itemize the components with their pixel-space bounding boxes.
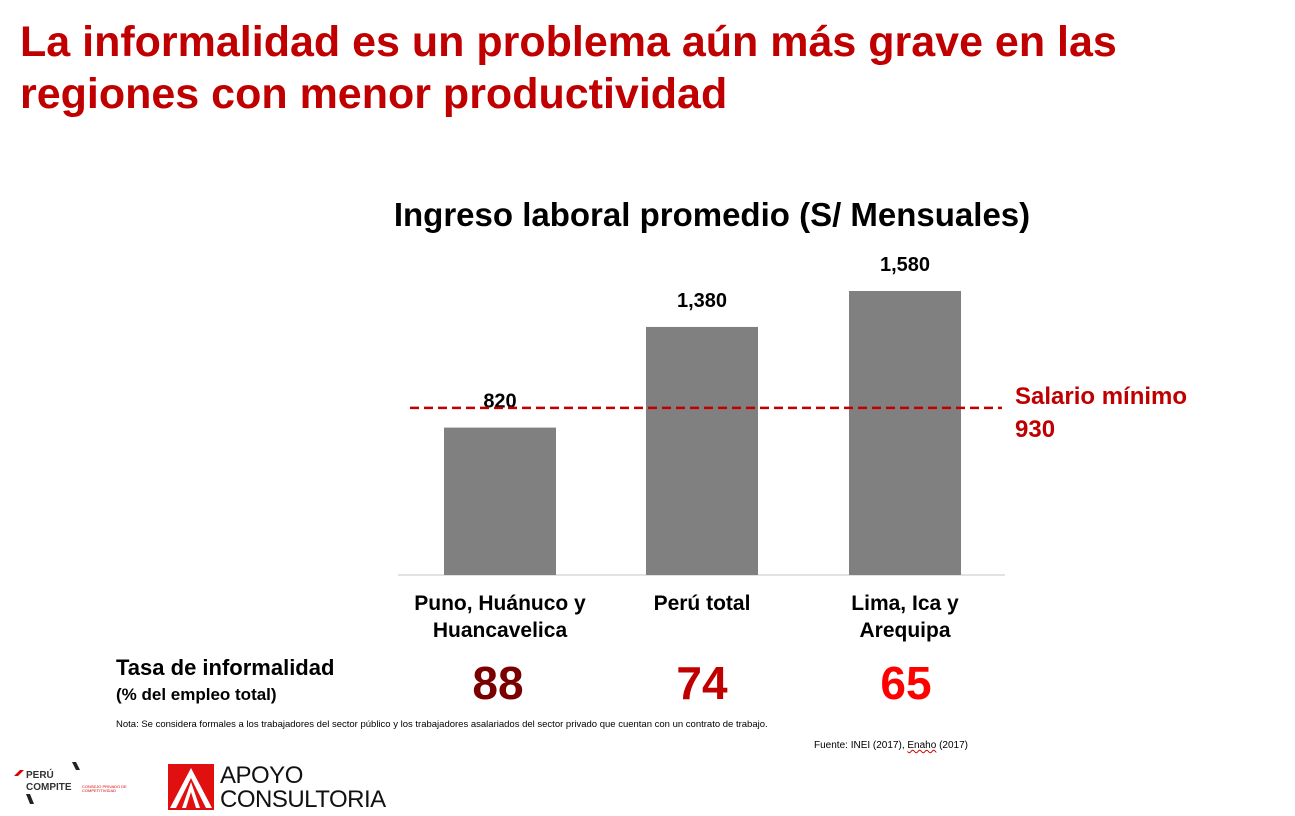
svg-text:COMPITE: COMPITE <box>26 782 72 793</box>
informality-rate: 65 <box>880 657 932 709</box>
chart-title: Ingreso laboral promedio (S/ Mensuales) <box>393 196 1031 233</box>
svg-text:PERÚ: PERÚ <box>26 768 54 781</box>
informality-rate: 88 <box>472 657 524 709</box>
min-wage-text: Salario mínimo <box>1015 383 1188 410</box>
informality-subtitle: (% del empleo total) <box>116 685 277 704</box>
category-label: Lima, Ica y Arequipa <box>851 592 959 642</box>
informality-label: Tasa de informalidad (% del empleo total… <box>116 655 334 705</box>
peru-compite-logo: PERÚ COMPITE CONSEJO PRIVADO DE COMPETIT… <box>10 762 140 810</box>
apoyo-consultoria-logo: APOYO CONSULTORIA <box>168 764 386 815</box>
informality-rate: 74 <box>676 657 728 709</box>
slide-title: La informalidad es un problema aún más g… <box>20 18 1117 118</box>
footnote: Nota: Se considera formales a los trabaj… <box>116 719 768 730</box>
bar <box>646 326 758 575</box>
source: Fuente: INEI (2017), Enaho (2017) <box>814 740 968 751</box>
svg-text:CONSEJO PRIVADO DE: CONSEJO PRIVADO DE <box>82 784 127 789</box>
min-wage-value: 930 <box>1015 416 1056 443</box>
svg-text:COMPETITIVIDAD: COMPETITIVIDAD <box>82 788 116 793</box>
source-prefix: Fuente: INEI (2017), <box>814 740 908 751</box>
source-enaho: Enaho <box>907 740 937 751</box>
category-label: Perú total <box>653 592 751 615</box>
data-label: 1,380 <box>677 290 727 312</box>
min-wage-label: Salario mínimo 930 <box>1015 380 1187 446</box>
informality-title: Tasa de informalidad <box>116 655 335 680</box>
data-label: 820 <box>483 391 516 413</box>
source-suffix: (2017) <box>936 740 968 751</box>
data-label: 1,580 <box>880 254 930 276</box>
bar <box>849 291 961 575</box>
category-label: Puno, Huánuco y Huancavelica <box>414 592 586 642</box>
apoyo-text: APOYO CONSULTORIA <box>220 762 386 813</box>
bar <box>444 427 556 575</box>
